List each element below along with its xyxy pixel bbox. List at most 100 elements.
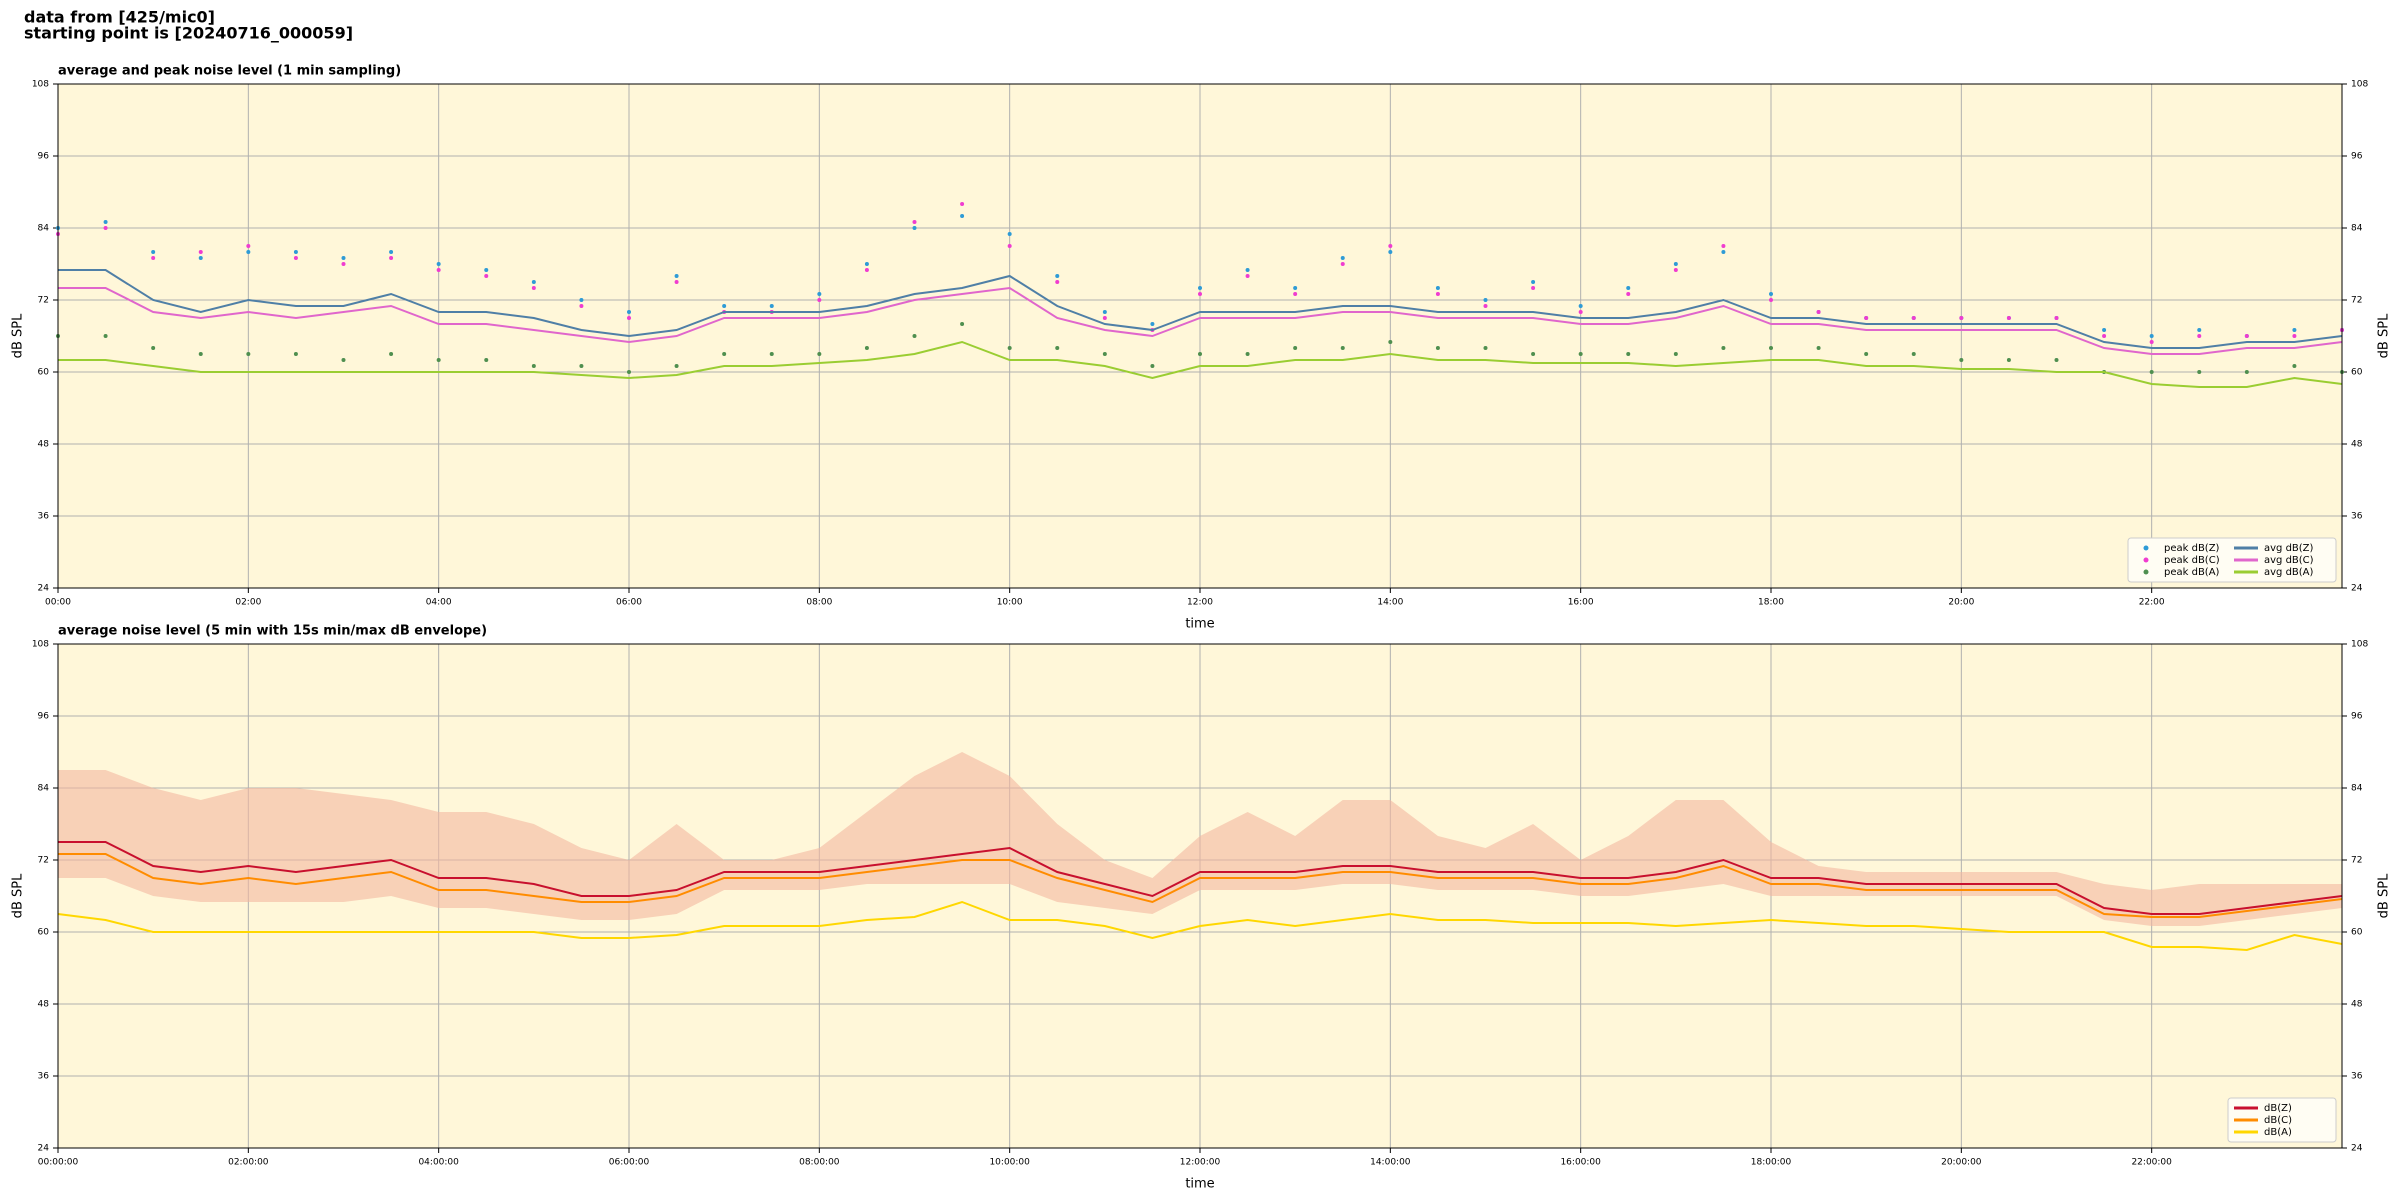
peak-point: [1435, 286, 1440, 290]
peak-point: [1102, 316, 1107, 320]
y2-tick-label: 96: [2351, 152, 2363, 162]
peak-point: [2244, 370, 2249, 374]
peak-point: [341, 262, 346, 266]
peak-point: [2149, 334, 2154, 338]
y2-tick-label: 36: [2351, 512, 2363, 522]
peak-point: [1388, 340, 1393, 344]
plot-frame: [57, 83, 2343, 589]
y-tick-label: 108: [32, 80, 49, 90]
y-tick-label: 36: [38, 1072, 50, 1082]
peak-point: [2054, 358, 2059, 362]
peak-point: [293, 352, 298, 356]
x-axis-label: time: [1185, 617, 1214, 632]
peak-point: [246, 352, 251, 356]
peak-point: [1007, 346, 1012, 350]
peak-point: [2197, 334, 2202, 338]
legend-label: peak dB(A): [2164, 567, 2220, 578]
peak-point: [1769, 346, 1773, 350]
peak-point: [484, 274, 489, 278]
x-tick-label: 06:00: [616, 598, 642, 608]
x-tick-label: 00:00: [45, 598, 71, 608]
peak-point: [1721, 250, 1726, 254]
legend-label: peak dB(Z): [2164, 543, 2220, 554]
y2-tick-label: 108: [2351, 80, 2368, 90]
peak-point: [960, 322, 965, 326]
peak-point: [1293, 286, 1298, 290]
peak-point: [960, 202, 965, 206]
x-tick-label: 20:00: [1948, 598, 1974, 608]
series-line: [58, 841, 2343, 915]
peak-point: [1626, 352, 1631, 356]
y-tick-label: 60: [38, 368, 50, 378]
peak-point: [1483, 346, 1488, 350]
peak-point: [912, 334, 917, 338]
x-tick-label: 12:00: [1187, 598, 1213, 608]
peak-point: [1388, 244, 1393, 248]
series-line: [58, 269, 2343, 349]
peak-point: [817, 292, 822, 296]
peak-point: [1435, 292, 1440, 296]
x-tick-label: 10:00: [997, 598, 1023, 608]
y2-tick-label: 48: [2351, 1000, 2363, 1010]
y2-tick-label: 60: [2351, 368, 2363, 378]
y-tick-label: 96: [38, 712, 50, 722]
peak-point: [1007, 232, 1012, 236]
y-tick-label: 24: [38, 1144, 50, 1154]
peak-point: [246, 250, 251, 254]
peak-point: [484, 268, 489, 272]
legend-marker: [2143, 557, 2149, 563]
y-tick-label: 36: [38, 512, 50, 522]
peak-point: [722, 304, 727, 308]
peak-point: [2006, 358, 2011, 362]
peak-point: [1198, 286, 1202, 290]
peak-point: [1198, 352, 1202, 356]
chart-title: average noise level (5 min with 15s min/…: [58, 624, 487, 639]
peak-point: [2149, 370, 2154, 374]
y2-axis-label: dB SPL: [2377, 313, 2392, 358]
peak-point: [1293, 292, 1298, 296]
y-axis-label: dB SPL: [11, 873, 26, 918]
y-tick-label: 72: [38, 296, 49, 306]
peak-point: [2197, 370, 2202, 374]
peak-point: [1102, 310, 1107, 314]
peak-point: [2292, 334, 2297, 338]
x-tick-label: 20:00:00: [1941, 1158, 1982, 1168]
peak-point: [1626, 286, 1631, 290]
x-axis-label: time: [1185, 1177, 1214, 1192]
peak-point: [627, 310, 631, 314]
peak-point: [341, 358, 346, 362]
peak-point: [627, 316, 631, 320]
peak-point: [1769, 292, 1773, 296]
peak-point: [674, 274, 679, 278]
y2-tick-label: 24: [2351, 584, 2363, 594]
x-tick-label: 16:00: [1568, 598, 1594, 608]
y2-tick-label: 48: [2351, 440, 2363, 450]
peak-point: [1293, 346, 1298, 350]
peak-point: [436, 262, 441, 266]
y-axis-label: dB SPL: [11, 313, 26, 358]
y-tick-label: 108: [32, 640, 49, 650]
peak-point: [246, 244, 251, 248]
x-tick-label: 14:00: [1377, 598, 1403, 608]
peak-point: [2054, 316, 2059, 320]
peak-point: [769, 352, 774, 356]
legend-box: [2127, 537, 2337, 583]
x-tick-label: 02:00:00: [228, 1158, 269, 1168]
envelope: [58, 752, 2342, 926]
peak-point: [674, 280, 679, 284]
legend-marker: [2143, 569, 2149, 575]
y-tick-label: 84: [38, 784, 50, 794]
peak-point: [960, 214, 965, 218]
peak-point: [151, 250, 156, 254]
peak-point: [1816, 310, 1821, 314]
peak-point: [1435, 346, 1440, 350]
peak-point: [1055, 274, 1060, 278]
y2-tick-label: 36: [2351, 1072, 2363, 1082]
peak-point: [293, 256, 298, 260]
x-tick-label: 06:00:00: [609, 1158, 650, 1168]
x-tick-label: 18:00: [1758, 598, 1784, 608]
peak-point: [1721, 346, 1726, 350]
peak-point: [627, 370, 631, 374]
peak-point: [864, 268, 869, 272]
